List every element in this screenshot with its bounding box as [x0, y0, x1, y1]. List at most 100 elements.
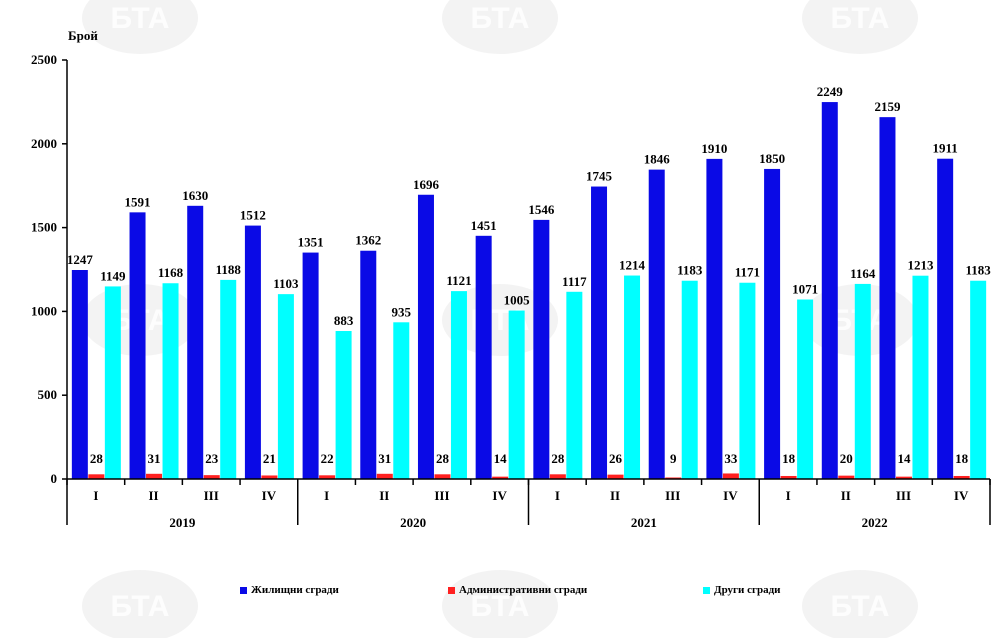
data-label: 2249: [817, 84, 844, 99]
data-label: 1451: [471, 218, 497, 233]
bar-administrative: [88, 474, 105, 479]
data-label: 1910: [701, 141, 727, 156]
x-tick-label: II: [379, 488, 389, 503]
watermark-text: БТА: [471, 2, 530, 35]
year-label: 2021: [631, 515, 657, 530]
bar-other: [739, 282, 756, 479]
x-tick-label: II: [148, 488, 158, 503]
data-label: 1171: [735, 265, 760, 280]
data-label: 1188: [216, 262, 242, 277]
y-tick-label: 2500: [31, 52, 57, 67]
bar-other: [220, 279, 237, 479]
bar-residential: [937, 158, 954, 479]
bar-residential: [302, 252, 319, 479]
data-label: 26: [609, 451, 623, 466]
data-label: 1149: [100, 268, 126, 283]
legend-label-other: Други сгради: [714, 584, 781, 596]
bar-other: [450, 291, 467, 479]
legend-swatch-administrative: [448, 586, 455, 594]
bar-other: [104, 286, 121, 479]
watermark-logo: [802, 0, 918, 54]
data-label: 9: [670, 451, 677, 466]
data-label: 23: [205, 451, 219, 466]
bar-administrative: [203, 475, 220, 479]
legend-swatch-other: [703, 586, 710, 594]
data-label: 1911: [933, 141, 958, 156]
x-tick-label: II: [610, 488, 620, 503]
watermark-logo: [82, 570, 198, 638]
data-label: 2159: [874, 99, 901, 114]
data-label: 1005: [504, 293, 531, 308]
bar-administrative: [376, 473, 393, 479]
bar-residential: [71, 270, 88, 479]
watermark-text: БТА: [471, 590, 530, 623]
y-tick-label: 500: [38, 387, 58, 402]
bar-residential: [879, 117, 896, 479]
bar-administrative: [549, 474, 566, 479]
data-label: 1247: [67, 252, 94, 267]
data-label: 14: [494, 451, 508, 466]
data-label: 935: [392, 304, 412, 319]
data-label: 31: [148, 451, 161, 466]
data-label: 1591: [125, 194, 151, 209]
data-label: 1183: [966, 263, 992, 278]
data-label: 28: [551, 451, 565, 466]
bar-administrative: [319, 475, 336, 479]
bar-administrative: [722, 473, 739, 479]
legend-item-other: Други сгради: [703, 584, 781, 596]
year-label: 2019: [169, 515, 196, 530]
watermark-logo: [442, 570, 558, 638]
bar-other: [393, 322, 410, 479]
x-tick-label: IV: [492, 488, 507, 503]
bar-other: [970, 280, 987, 479]
watermarks: БТАБТАБТАБТАБТАБТАБТАБТАБТА: [82, 0, 918, 638]
data-label: 1071: [792, 282, 818, 297]
bar-administrative: [665, 477, 682, 479]
bar-other: [508, 310, 525, 479]
x-tick-label: I: [786, 488, 791, 503]
x-tick-label: I: [324, 488, 329, 503]
x-tick-label: III: [434, 488, 449, 503]
data-label: 1214: [619, 258, 646, 273]
data-label: 1696: [413, 177, 440, 192]
bar-residential: [244, 225, 261, 479]
watermark-logo: [802, 570, 918, 638]
bar-residential: [475, 235, 492, 479]
data-label: 1164: [850, 266, 876, 281]
x-tick-label: II: [841, 488, 851, 503]
bar-other: [797, 299, 814, 479]
bar-residential: [129, 212, 146, 480]
data-label: 31: [378, 451, 391, 466]
bar-residential: [417, 194, 434, 479]
watermark-logo: [82, 0, 198, 54]
data-label: 22: [321, 451, 334, 466]
bar-residential: [187, 205, 204, 479]
data-label: 1846: [644, 152, 671, 167]
data-label: 1103: [273, 276, 299, 291]
bar-other: [335, 331, 352, 479]
data-label: 1183: [677, 263, 703, 278]
legend-item-residential: Жилищни сгради: [240, 584, 339, 596]
x-tick-label: I: [555, 488, 560, 503]
y-tick-label: 0: [51, 471, 58, 486]
legend-item-administrative: Административни сгради: [448, 584, 587, 596]
x-tick-label: III: [665, 488, 680, 503]
x-tick-label: IV: [262, 488, 277, 503]
y-tick-label: 1500: [31, 220, 57, 235]
bar-administrative: [434, 474, 451, 479]
bar-administrative: [838, 475, 855, 479]
bar-residential: [648, 169, 665, 479]
year-label: 2022: [862, 515, 888, 530]
bar-administrative: [146, 473, 163, 479]
data-label: 1850: [759, 151, 785, 166]
bar-administrative: [780, 475, 797, 479]
data-label: 1546: [528, 202, 555, 217]
bar-residential: [591, 186, 608, 479]
x-tick-label: III: [204, 488, 219, 503]
legend-label-administrative: Административни сгради: [459, 584, 588, 596]
bar-other: [624, 275, 641, 479]
bar-residential: [360, 250, 377, 479]
watermark-text: БТА: [111, 590, 170, 623]
